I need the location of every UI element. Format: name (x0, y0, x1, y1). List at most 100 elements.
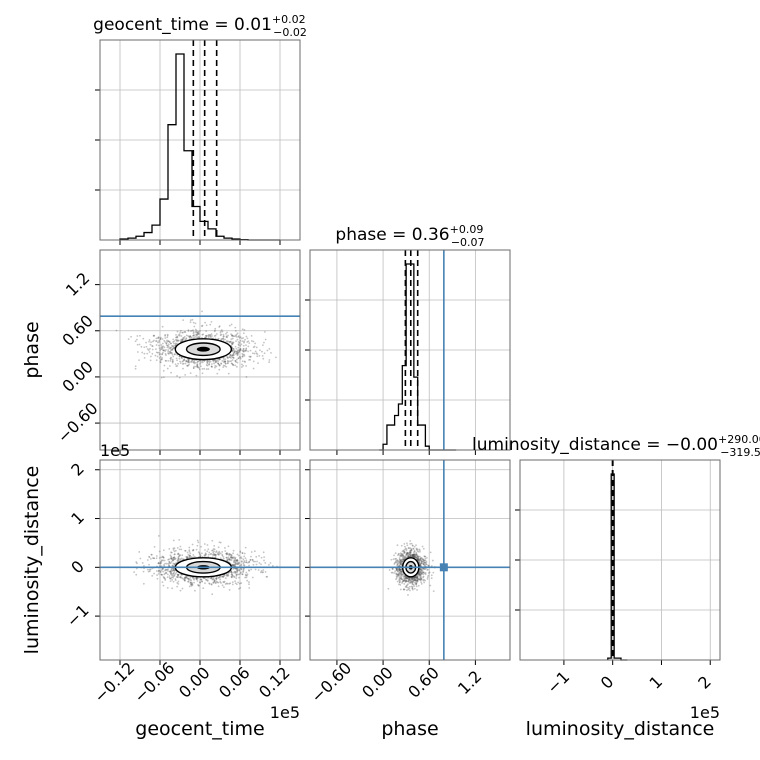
sample-point (153, 572, 155, 575)
sample-point (248, 560, 251, 563)
sample-point (171, 574, 173, 577)
sample-point (258, 555, 260, 557)
sample-point (233, 351, 236, 354)
sample-point (171, 361, 174, 364)
sample-point (220, 338, 223, 340)
sample-point (169, 358, 172, 361)
sample-point (247, 350, 249, 353)
sample-point (163, 577, 165, 579)
sample-point (168, 577, 171, 579)
sample-point (412, 555, 415, 558)
sample-point (235, 559, 238, 562)
sample-point (172, 568, 175, 571)
sample-point (201, 368, 204, 370)
sample-point (409, 553, 411, 556)
sample-point (186, 364, 189, 367)
x-tick-label: 0.00 (175, 663, 214, 702)
sample-point (242, 348, 245, 350)
sample-point (236, 562, 239, 565)
sample-point (234, 572, 237, 575)
sample-point (169, 570, 172, 573)
sample-point (252, 563, 255, 566)
sample-point (141, 351, 144, 354)
sample-point (177, 576, 179, 579)
sample-point (212, 554, 215, 557)
sample-point (416, 550, 419, 552)
sample-point (394, 558, 397, 560)
sample-point (417, 574, 419, 577)
sample-point (407, 580, 410, 583)
sample-point (211, 365, 213, 368)
sample-point (172, 556, 175, 559)
sample-point (174, 572, 177, 575)
sample-point (235, 361, 237, 363)
sample-point (403, 583, 406, 585)
sample-point (160, 346, 163, 349)
panel-geocent_time-vs-phase (95, 249, 301, 455)
sample-point (217, 362, 219, 365)
sample-point (164, 569, 166, 572)
sample-point (235, 347, 238, 350)
sample-point (232, 354, 234, 357)
sample-point (227, 553, 230, 556)
sample-point (210, 577, 213, 580)
sample-point (239, 550, 242, 553)
sample-point (179, 576, 181, 579)
sample-point (190, 582, 193, 585)
sample-point (241, 363, 243, 366)
sample-point (408, 579, 410, 582)
sample-point (239, 572, 242, 575)
sample-point (420, 568, 423, 571)
sample-point (247, 345, 250, 348)
x-tick-label: −1 (543, 667, 573, 697)
sample-point (255, 346, 258, 349)
sample-point (175, 336, 177, 339)
sample-point (218, 364, 221, 367)
sample-point (244, 338, 246, 341)
sample-point (215, 577, 218, 580)
sample-point (240, 366, 243, 368)
sample-point (174, 549, 177, 552)
sample-point (401, 573, 404, 576)
sample-point (173, 342, 175, 345)
sample-point (248, 587, 251, 589)
sample-point (240, 557, 243, 560)
sample-point (222, 358, 225, 361)
sample-point (157, 562, 160, 564)
sample-point (242, 350, 245, 353)
sample-point (172, 576, 175, 579)
sample-point (206, 335, 208, 337)
sample-point (241, 328, 244, 331)
sample-point (214, 581, 216, 584)
sample-point (158, 339, 161, 342)
sample-point (172, 580, 175, 583)
sample-point (157, 535, 160, 537)
sample-point (234, 580, 237, 583)
sample-point (160, 358, 163, 360)
sample-point (205, 368, 208, 370)
sample-point (166, 576, 169, 579)
sample-point (142, 337, 145, 340)
sample-point (231, 334, 233, 337)
sample-point (161, 353, 164, 356)
sample-point (396, 544, 399, 547)
sample-point (168, 560, 171, 563)
sample-point (153, 334, 156, 337)
sample-point (150, 341, 152, 344)
sample-point (222, 357, 225, 359)
sample-point (238, 576, 240, 579)
sample-point (165, 572, 168, 575)
sample-point (174, 562, 177, 565)
sample-point (155, 557, 158, 560)
sample-point (150, 355, 152, 358)
sample-point (159, 336, 162, 339)
sample-point (229, 558, 231, 561)
sample-point (182, 362, 185, 365)
sample-point (160, 344, 163, 346)
sample-point (395, 577, 398, 579)
sample-point (221, 584, 224, 587)
sample-point (234, 563, 237, 566)
sample-point (229, 553, 232, 556)
sample-point (212, 581, 215, 584)
sample-point (164, 572, 167, 575)
